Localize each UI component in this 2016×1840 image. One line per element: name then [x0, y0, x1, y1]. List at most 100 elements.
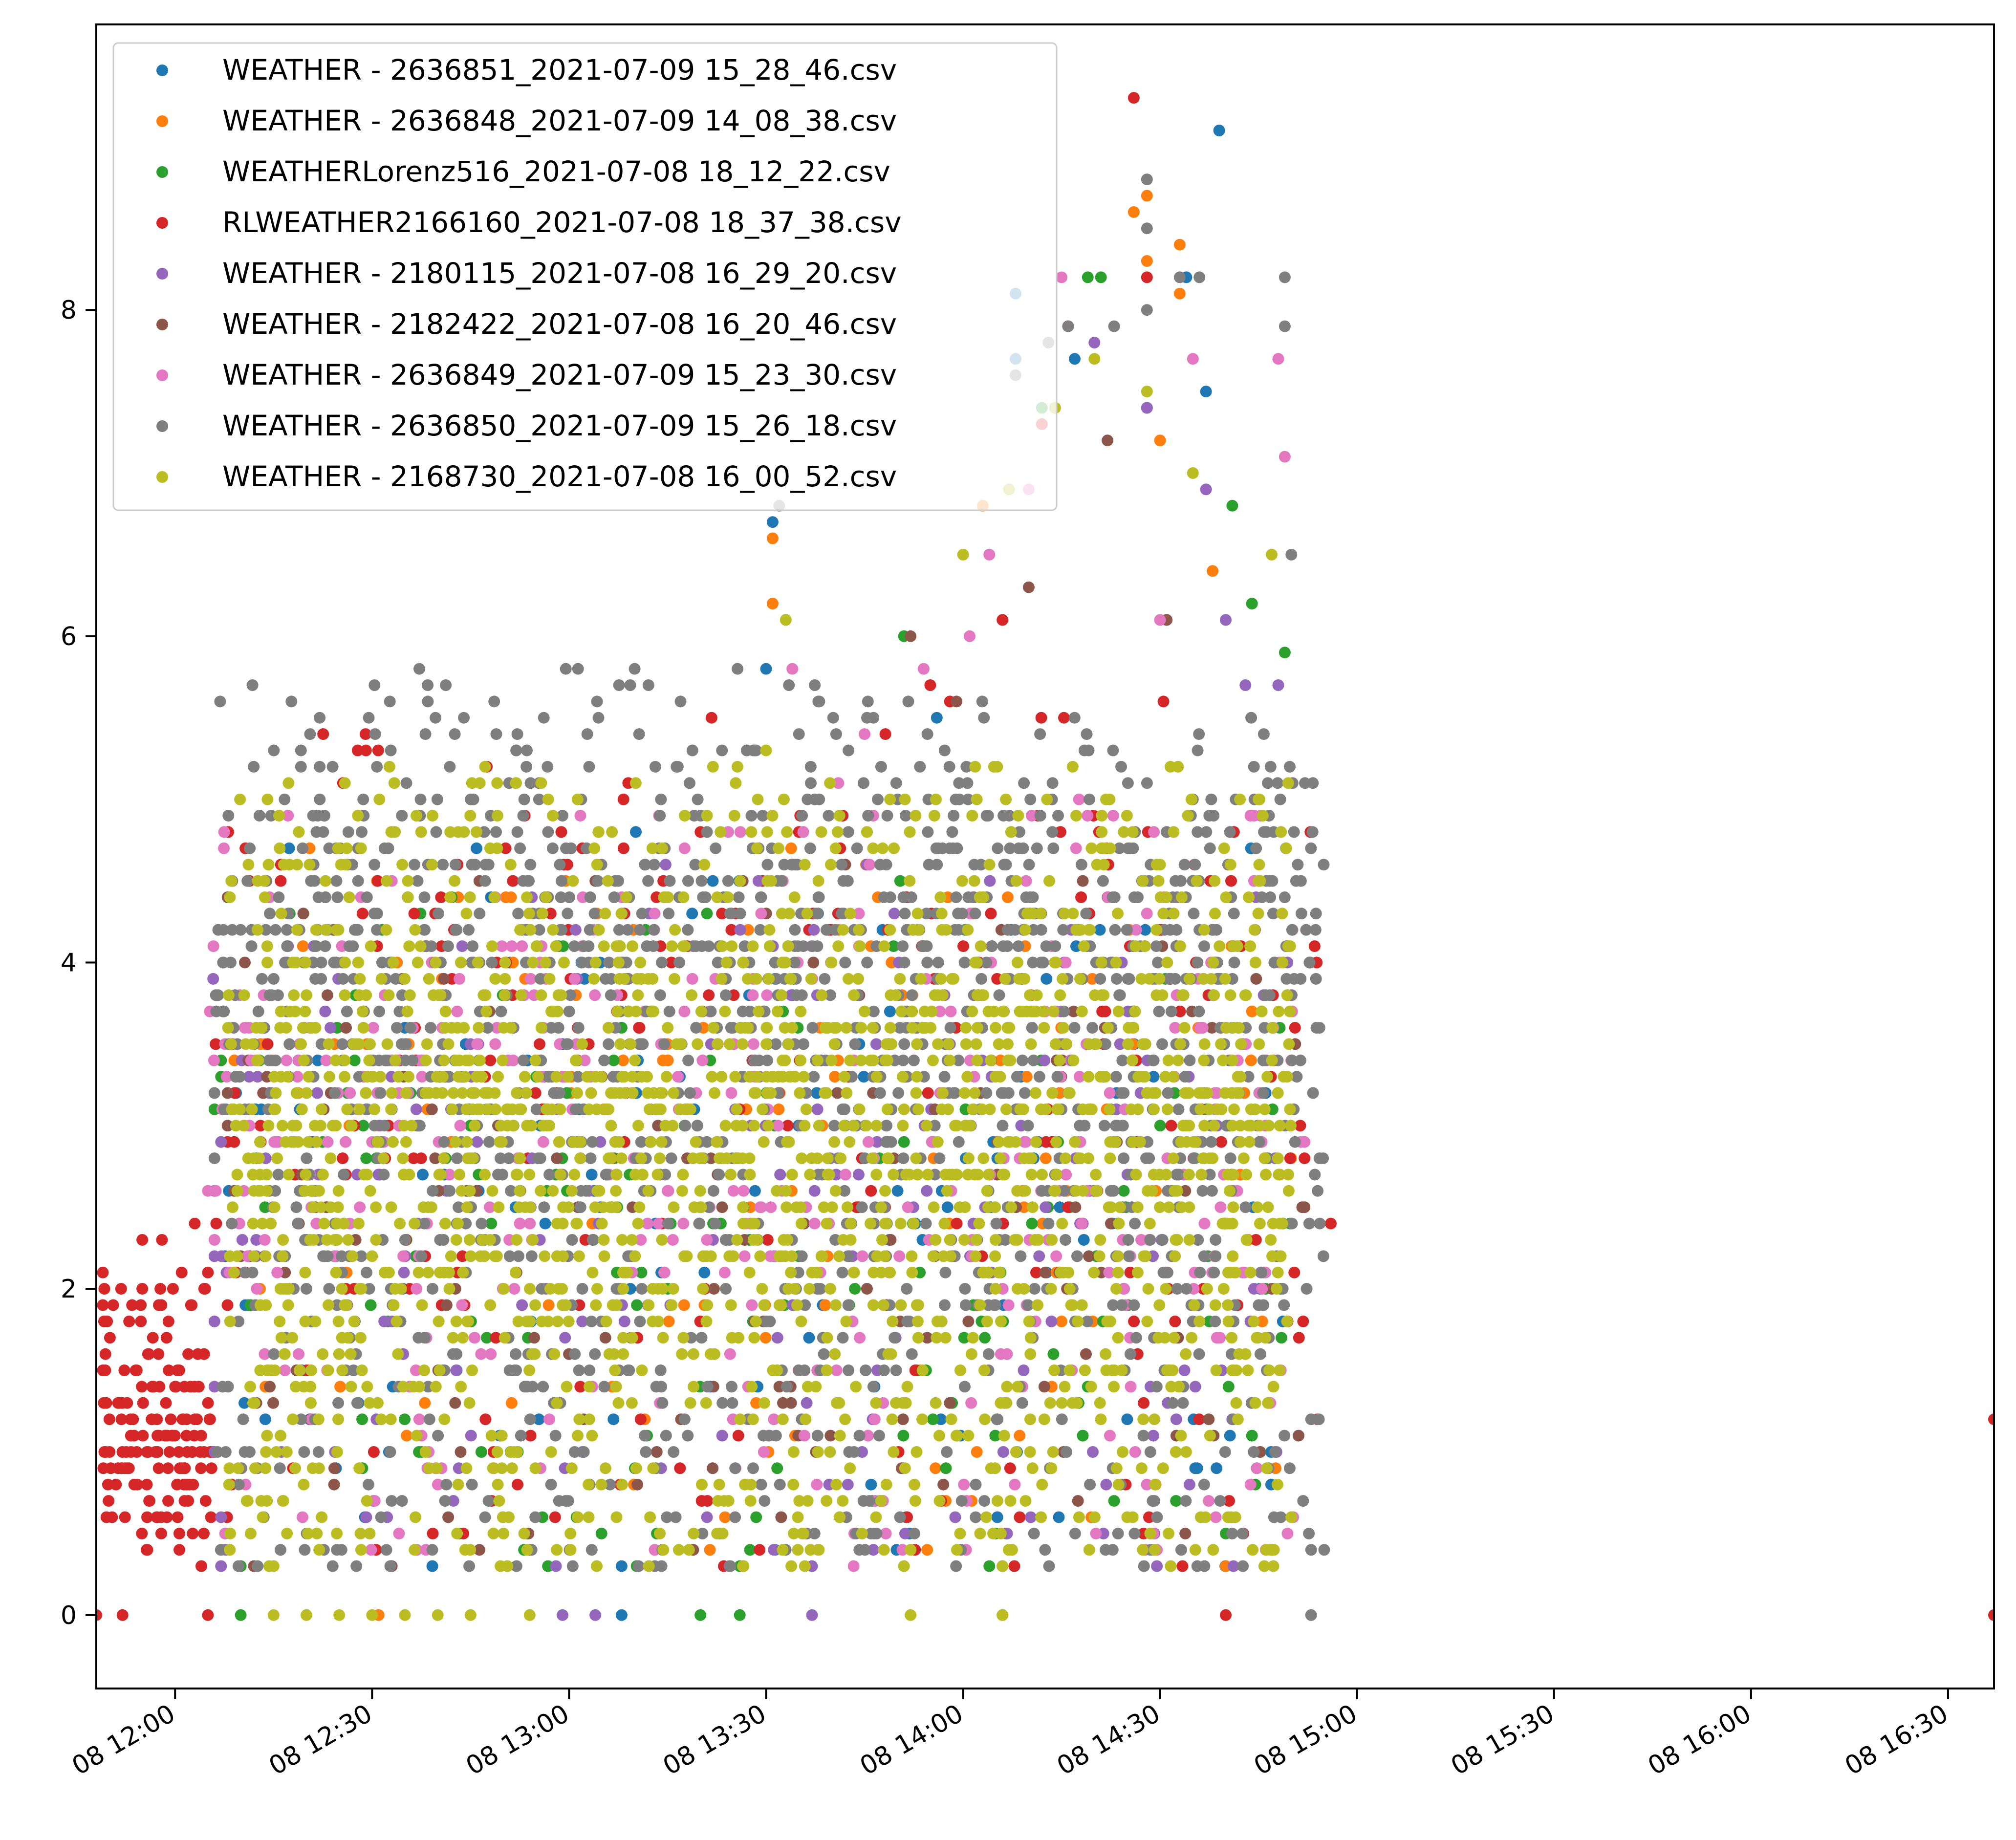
data-point [724, 1560, 737, 1572]
data-point [1268, 956, 1280, 969]
data-point [780, 1201, 793, 1213]
data-point [461, 1136, 473, 1148]
data-point [572, 1022, 585, 1034]
data-point [1318, 859, 1330, 871]
data-point [677, 1332, 690, 1344]
data-point [425, 1022, 437, 1034]
data-point [682, 1054, 694, 1066]
data-point [422, 1266, 434, 1278]
data-point [830, 1364, 843, 1376]
data-point [705, 712, 717, 724]
data-point [663, 1315, 675, 1327]
data-point [198, 1283, 210, 1295]
data-point [804, 1544, 817, 1556]
data-point [316, 1511, 328, 1523]
data-point [1113, 1217, 1125, 1230]
data-point [682, 924, 694, 936]
data-point [911, 1038, 923, 1050]
data-point [1056, 1413, 1068, 1426]
data-point [219, 1446, 232, 1458]
data-point [1058, 712, 1070, 724]
data-point [1259, 1332, 1271, 1344]
data-point [481, 1022, 494, 1034]
data-point [312, 891, 325, 903]
data-point [1295, 908, 1307, 920]
data-point [252, 1005, 264, 1017]
data-point [1170, 1234, 1182, 1246]
data-point [173, 1364, 185, 1376]
data-point [314, 760, 326, 773]
data-point [1207, 956, 1219, 969]
data-point [548, 1348, 561, 1360]
data-point [396, 810, 408, 822]
data-point [1295, 875, 1307, 887]
data-point [542, 826, 554, 838]
data-point [828, 1120, 840, 1132]
data-point [899, 1527, 911, 1539]
data-point [1278, 1299, 1290, 1311]
data-point [279, 793, 291, 805]
data-point [835, 859, 847, 871]
data-point [1214, 940, 1226, 952]
data-point [506, 940, 518, 952]
data-point [634, 1315, 646, 1327]
data-point [544, 908, 557, 920]
data-point [760, 1038, 773, 1050]
data-point [534, 1038, 545, 1050]
series-group [222, 353, 1298, 1621]
data-point [734, 1413, 746, 1426]
data-point [526, 1348, 538, 1360]
data-point [1031, 842, 1043, 854]
data-point [232, 1560, 244, 1572]
data-point [825, 1054, 838, 1066]
data-point [586, 1234, 599, 1246]
data-point [1306, 826, 1319, 838]
data-point [636, 1283, 648, 1295]
data-point [222, 1022, 234, 1034]
data-point [438, 1136, 450, 1148]
data-point [701, 1381, 714, 1393]
data-point [886, 1413, 898, 1426]
data-point [610, 940, 623, 952]
data-point [1214, 1495, 1226, 1507]
data-point [1299, 777, 1311, 789]
data-point [790, 989, 802, 1001]
data-point [1140, 1152, 1152, 1165]
data-point [654, 810, 666, 822]
data-point [1211, 1462, 1223, 1474]
data-point [1066, 1299, 1079, 1311]
data-point [1193, 271, 1206, 283]
data-point [226, 924, 238, 936]
data-point [287, 1413, 299, 1426]
data-point [709, 1087, 721, 1099]
data-point [806, 1022, 819, 1034]
data-point [781, 1120, 794, 1132]
data-point [1122, 777, 1134, 789]
data-point [1046, 777, 1059, 789]
data-point [599, 1332, 611, 1344]
data-point [99, 1348, 111, 1360]
data-point [1045, 1315, 1058, 1327]
data-point [1198, 924, 1210, 936]
data-point [444, 826, 456, 838]
data-point [1100, 1544, 1112, 1556]
data-point [427, 1527, 439, 1539]
data-point [1053, 1511, 1065, 1523]
data-point [819, 973, 831, 985]
data-point [729, 1511, 741, 1523]
data-point [476, 1217, 488, 1230]
data-point [655, 1381, 668, 1393]
data-point [1110, 956, 1122, 969]
data-point [1186, 1332, 1198, 1344]
data-point [1001, 940, 1014, 952]
data-point [1032, 1299, 1043, 1311]
data-point [1150, 940, 1163, 952]
data-point [595, 1527, 607, 1539]
data-point [863, 1495, 875, 1507]
data-point [965, 1348, 977, 1360]
data-point [1269, 1446, 1281, 1458]
data-point [656, 1397, 669, 1409]
data-point [897, 1071, 909, 1083]
data-point [208, 1381, 220, 1393]
data-point [415, 1250, 428, 1262]
